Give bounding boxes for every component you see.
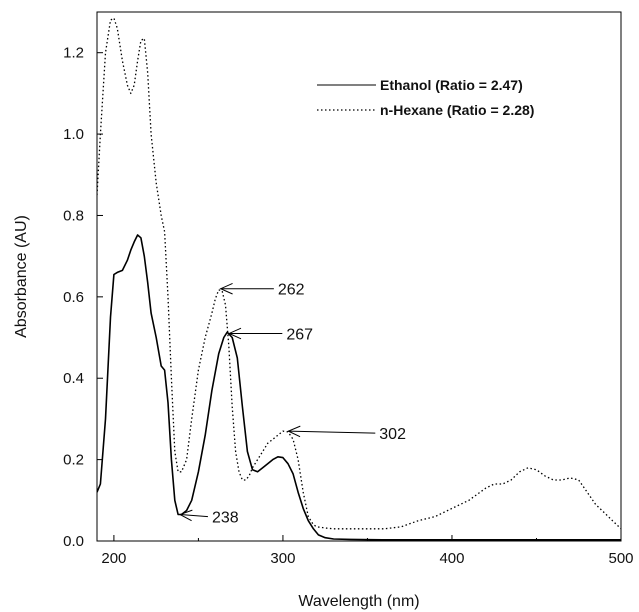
y-axis: 0.0 0.2 0.4 0.6 0.8 1.0 1.2	[63, 45, 103, 550]
x-axis: 200 300 400 500	[101, 535, 634, 567]
x-axis-title: Wavelength (nm)	[298, 593, 419, 610]
y-tick-label: 0.0	[63, 533, 84, 550]
annotation-label-238: 238	[212, 510, 239, 527]
annotation-arrowhead-267	[227, 327, 242, 340]
y-tick-label: 0.2	[63, 452, 84, 469]
x-tick-label: 300	[270, 550, 295, 567]
annotation-arrowhead-262	[219, 282, 233, 295]
y-tick-label: 0.4	[63, 370, 84, 387]
annotation-arrowhead-238	[178, 509, 193, 522]
legend-label-ethanol: Ethanol (Ratio = 2.47)	[380, 77, 523, 93]
peak-annotations: 262 267 302 238	[178, 282, 406, 527]
x-tick-label: 200	[101, 550, 126, 567]
x-tick-label: 400	[439, 550, 464, 567]
y-tick-label: 1.2	[63, 45, 84, 62]
y-tick-label: 0.8	[63, 207, 84, 224]
y-axis-title: Absorbance (AU)	[13, 215, 30, 338]
annotation-label-302: 302	[379, 426, 406, 443]
series-line-n-hexane	[97, 17, 621, 530]
annotation-arrow-238	[180, 514, 208, 518]
legend: Ethanol (Ratio = 2.47) n-Hexane (Ratio =…	[317, 77, 534, 118]
y-tick-label: 1.0	[63, 126, 84, 143]
annotation-arrow-302	[288, 430, 376, 434]
y-tick-label: 0.6	[63, 289, 84, 306]
annotation-label-267: 267	[286, 326, 313, 343]
plot-area	[97, 17, 621, 541]
plot-frame	[96, 11, 622, 542]
annotation-arrowhead-302	[287, 425, 301, 438]
legend-label-n-hexane: n-Hexane (Ratio = 2.28)	[380, 102, 534, 118]
x-tick-label: 500	[608, 550, 633, 567]
series-line-ethanol	[97, 234, 621, 541]
annotation-label-262: 262	[278, 282, 305, 299]
